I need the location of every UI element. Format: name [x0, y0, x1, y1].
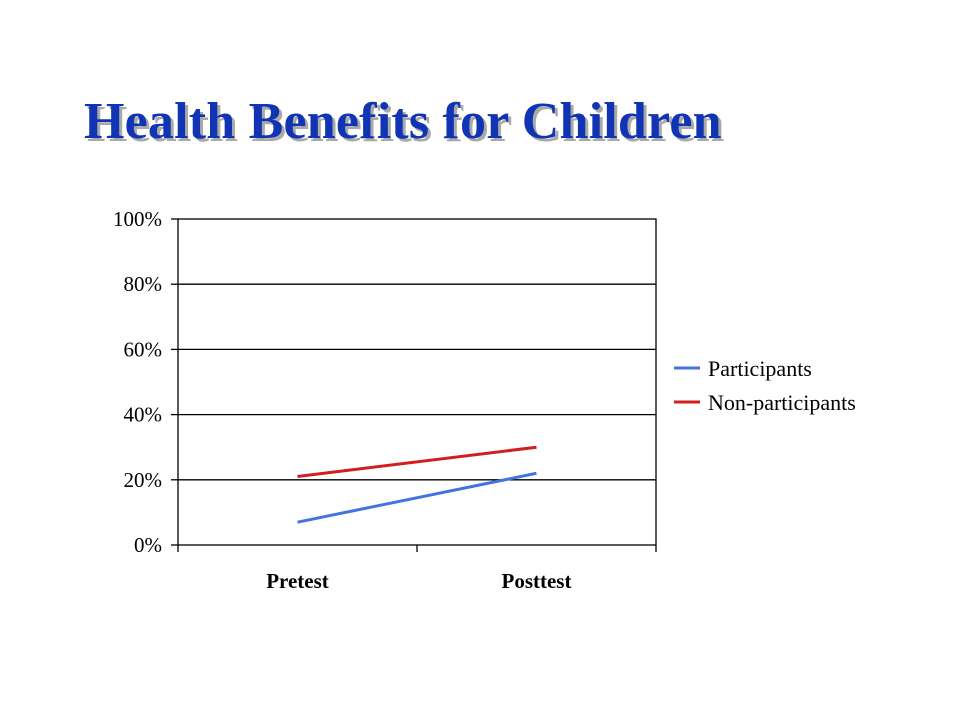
series-line-0 [297, 471, 537, 524]
x-category-label: Posttest [502, 569, 572, 593]
y-tick-label: 40% [124, 403, 163, 427]
y-tick-label: 0% [134, 533, 162, 557]
y-tick-label: 80% [124, 272, 163, 296]
legend: Participants Non-participants [674, 356, 856, 415]
slide-title: Health Benefits for Children [84, 93, 722, 150]
legend-label-0: Participants [708, 356, 812, 381]
y-tick-label: 60% [124, 337, 163, 361]
y-tick-label: 20% [124, 468, 163, 492]
series-line-1 [297, 445, 537, 479]
x-category-label: Pretest [266, 569, 329, 593]
plot-area: 0% 20% 40% 60% 80% 100% Pretest Posttest [113, 207, 657, 593]
y-tick-label: 100% [113, 207, 162, 231]
legend-label-1: Non-participants [708, 390, 856, 415]
plot-frame [177, 218, 657, 546]
